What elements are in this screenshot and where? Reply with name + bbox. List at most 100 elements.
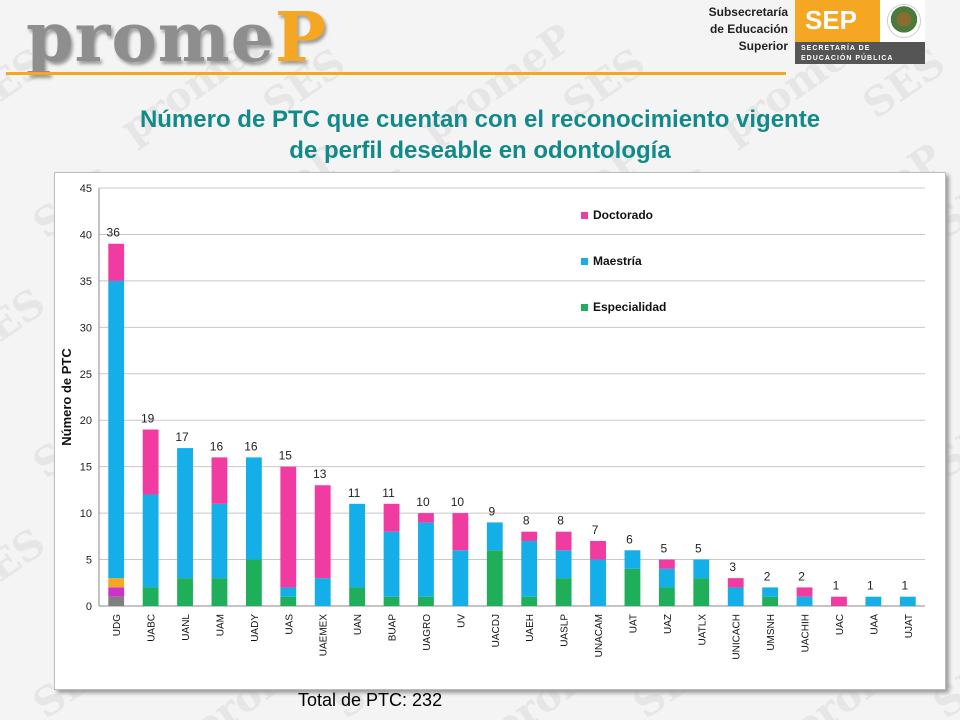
- bar-segment: [211, 457, 228, 504]
- bar-segment: [693, 559, 710, 579]
- bar-segment: [349, 503, 366, 588]
- bar-segment: [418, 513, 434, 523]
- bar-segment: [796, 596, 813, 606]
- bar-segment: [211, 578, 228, 606]
- bar-segment: [727, 587, 744, 606]
- x-tick-label: UABC: [147, 614, 158, 642]
- legend-label: Maestría: [593, 254, 642, 268]
- bar-segment: [142, 429, 159, 495]
- x-tick-label: UACDJ: [491, 614, 502, 647]
- bar-segment: [314, 485, 331, 579]
- x-tick-label: UAN: [353, 614, 364, 635]
- bar-segment: [796, 587, 813, 597]
- x-tick-label: UJAT: [904, 614, 915, 638]
- bar-segment: [280, 587, 297, 597]
- bar-segment: [590, 540, 606, 560]
- bar-segment: [658, 559, 675, 569]
- bar-segment: [624, 568, 641, 606]
- data-label: 16: [244, 439, 258, 453]
- data-label: 15: [279, 449, 293, 463]
- x-tick-label: UNICACH: [732, 614, 743, 660]
- bar-segment: [899, 596, 916, 606]
- y-tick-label: 30: [80, 322, 92, 334]
- bar-segment: [108, 578, 125, 588]
- bar-segment: [314, 578, 331, 606]
- bar-segment: [762, 596, 779, 606]
- legend-swatch: [581, 212, 588, 219]
- bar-segment: [245, 559, 262, 606]
- bar-segment: [108, 243, 125, 281]
- bar-segment: [108, 280, 125, 579]
- bar-segment: [555, 550, 572, 579]
- bar-segment: [349, 587, 366, 606]
- bar-segment: [142, 494, 159, 588]
- bar-segment: [555, 531, 572, 551]
- data-label: 2: [764, 569, 771, 583]
- x-tick-label: UANL: [181, 614, 192, 641]
- bar-segment: [521, 540, 538, 597]
- y-tick-label: 10: [80, 508, 92, 520]
- data-label: 9: [488, 504, 495, 518]
- data-label: 10: [451, 495, 465, 509]
- bar-segment: [727, 578, 744, 588]
- bar-segment: [142, 587, 159, 606]
- y-tick-label: 20: [80, 415, 92, 427]
- y-tick-label: 40: [80, 229, 92, 241]
- x-tick-label: UATLX: [697, 614, 708, 646]
- data-label: 10: [416, 495, 430, 509]
- bar-segment: [383, 596, 400, 606]
- bar-segment: [486, 522, 503, 551]
- bar-segment: [865, 596, 882, 606]
- y-tick-label: 45: [80, 183, 92, 195]
- bar-segment: [280, 596, 297, 606]
- bar-segment: [177, 578, 193, 606]
- data-label: 2: [798, 569, 805, 583]
- x-tick-label: BUAP: [388, 614, 399, 642]
- sep-logo: SEP SECRETARÍA DE EDUCACIÓN PÚBLICA: [795, 0, 925, 64]
- bar-segment: [762, 587, 779, 597]
- bar-segment: [418, 596, 434, 606]
- bar-segment: [108, 587, 125, 597]
- bar-segment: [693, 578, 710, 606]
- bar-segment: [555, 578, 572, 606]
- data-label: 11: [348, 486, 361, 500]
- data-label: 6: [626, 532, 633, 546]
- x-tick-label: UAA: [869, 614, 880, 635]
- bar-segment: [658, 587, 675, 606]
- sep-logo-badge: SEP: [795, 0, 880, 42]
- bar-segment: [624, 550, 641, 569]
- watermark-text: SES: [0, 278, 54, 369]
- x-tick-label: UDG: [112, 614, 123, 636]
- y-axis-title: Número de PTC: [59, 348, 74, 446]
- data-label: 5: [695, 542, 702, 556]
- subsecretaria-label: Subsecretaría de Educación Superior: [708, 5, 788, 53]
- bar-segment: [521, 596, 538, 606]
- y-tick-label: 35: [80, 276, 92, 288]
- legend-label: Doctorado: [593, 208, 653, 222]
- data-label: 36: [107, 226, 121, 240]
- data-label: 13: [313, 467, 327, 481]
- x-tick-label: UACHIH: [801, 614, 812, 652]
- total-ptc-label: Total de PTC: 232: [298, 690, 443, 710]
- data-label: 16: [210, 439, 224, 453]
- chart-panel: 0 5 10 15 20 25 30 35 40 45 Número de PTC 36 UDG 19 UA…: [54, 172, 946, 690]
- data-label: 11: [382, 486, 395, 500]
- x-tick-label: UNACAM: [594, 614, 605, 657]
- data-label: 8: [523, 514, 530, 528]
- x-tick-label: UAGRO: [422, 614, 433, 651]
- bar-segment: [452, 550, 469, 606]
- legend-swatch: [581, 304, 588, 311]
- x-tick-label: UV: [456, 614, 467, 628]
- x-tick-label: UADY: [250, 614, 261, 642]
- bar-segment: [590, 559, 606, 606]
- legend-label: Especialidad: [593, 300, 666, 314]
- bar-segment: [383, 531, 400, 597]
- data-label: 3: [729, 560, 736, 574]
- x-tick-label: UAT: [628, 614, 639, 633]
- x-tick-label: UAM: [215, 614, 226, 636]
- y-tick-label: 15: [80, 462, 92, 474]
- bar-segment: [452, 513, 469, 551]
- legend-swatch: [581, 258, 588, 265]
- promep-logo: promeP: [26, 0, 328, 78]
